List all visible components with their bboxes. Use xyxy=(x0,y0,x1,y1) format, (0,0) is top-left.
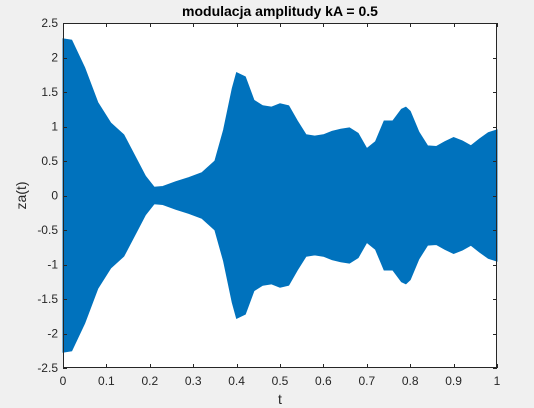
x-tick-label: 0.8 xyxy=(402,374,419,388)
x-tick-label: 0.7 xyxy=(358,374,375,388)
y-axis-label: za(t) xyxy=(13,182,29,210)
x-tick-label: 0.1 xyxy=(98,374,115,388)
x-tick-label: 0.6 xyxy=(315,374,332,388)
y-tick-label: -2 xyxy=(47,327,58,341)
y-tick-label: 2 xyxy=(51,51,58,65)
y-tick-label: 1 xyxy=(51,120,58,134)
x-tick-label: 0 xyxy=(60,374,67,388)
x-tick-label: 0.4 xyxy=(228,374,245,388)
y-tick-label: 2.5 xyxy=(41,16,58,30)
x-tick-label: 0.2 xyxy=(141,374,158,388)
y-tick-label: 0 xyxy=(51,189,58,203)
y-axis: -2.5 -2 -1.5 -1 -0.5 0 0.5 1 1.5 2 2.5 xyxy=(37,16,497,375)
y-tick-label: -1 xyxy=(47,258,58,272)
y-tick-label: -2.5 xyxy=(37,361,58,375)
y-tick-label: -1.5 xyxy=(37,292,58,306)
y-tick-label: -0.5 xyxy=(37,223,58,237)
chart-title: modulacja amplitudy kA = 0.5 xyxy=(182,3,378,19)
y-tick-label: 0.5 xyxy=(41,154,58,168)
x-axis: 0 0.1 0.2 0.3 0.4 0.5 0.6 0.7 0.8 0.9 1 xyxy=(60,23,501,388)
x-axis-label: t xyxy=(278,391,282,407)
x-tick-label: 1 xyxy=(494,374,501,388)
x-tick-label: 0.3 xyxy=(185,374,202,388)
x-tick-label: 0.5 xyxy=(272,374,289,388)
y-tick-label: 1.5 xyxy=(41,85,58,99)
x-tick-label: 0.9 xyxy=(445,374,462,388)
